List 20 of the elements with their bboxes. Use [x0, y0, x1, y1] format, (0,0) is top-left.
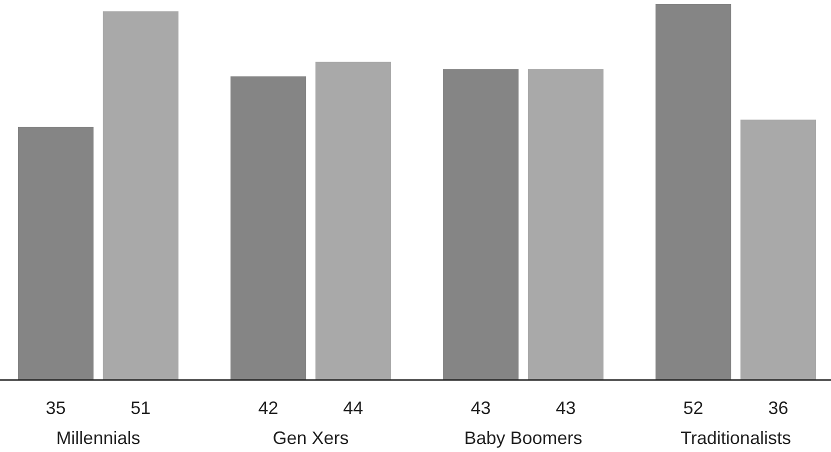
data-label: 44 — [343, 398, 364, 418]
bar — [315, 62, 391, 380]
bar — [656, 4, 732, 380]
bar — [528, 69, 604, 380]
bar — [230, 76, 306, 380]
x-tick-label: Millennials — [56, 428, 140, 448]
bar — [740, 120, 816, 380]
x-tick-label: Baby Boomers — [464, 428, 582, 448]
data-label: 43 — [556, 398, 576, 418]
data-label: 36 — [768, 398, 788, 418]
data-label: 43 — [470, 398, 491, 418]
data-label: 42 — [258, 398, 278, 418]
bar — [443, 69, 519, 380]
bar — [18, 126, 94, 380]
x-tick-label: Traditionalists — [680, 428, 791, 448]
data-label: 51 — [130, 398, 151, 418]
data-label: 52 — [683, 398, 704, 418]
bar — [102, 11, 178, 380]
data-label: 35 — [46, 398, 66, 418]
x-tick-label: Gen Xers — [272, 428, 349, 448]
